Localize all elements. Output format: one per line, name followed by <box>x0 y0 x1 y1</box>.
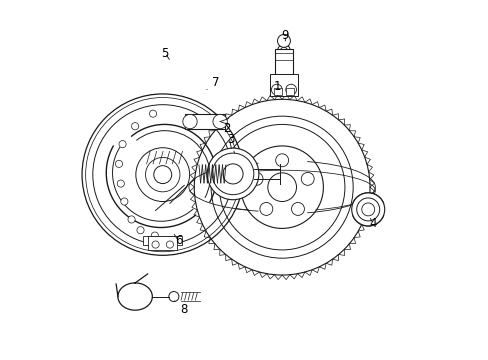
Circle shape <box>301 172 314 185</box>
Text: 1: 1 <box>274 80 281 96</box>
Circle shape <box>291 202 304 215</box>
Text: 9: 9 <box>281 29 288 42</box>
Circle shape <box>277 44 290 57</box>
Circle shape <box>249 172 263 185</box>
Text: 4: 4 <box>368 217 376 230</box>
Bar <box>185 114 224 129</box>
Circle shape <box>153 166 171 184</box>
Circle shape <box>93 105 232 244</box>
Circle shape <box>131 123 139 130</box>
Bar <box>285 88 293 95</box>
Circle shape <box>277 35 290 47</box>
Circle shape <box>117 180 124 187</box>
Circle shape <box>267 173 296 202</box>
Circle shape <box>151 232 158 239</box>
Text: 6: 6 <box>174 234 182 247</box>
Circle shape <box>166 241 173 248</box>
Circle shape <box>119 140 126 148</box>
Circle shape <box>128 216 135 223</box>
Text: 3: 3 <box>227 132 234 153</box>
Bar <box>142 235 182 244</box>
Text: 8: 8 <box>174 301 187 316</box>
Circle shape <box>145 157 180 192</box>
Polygon shape <box>224 154 236 194</box>
Circle shape <box>168 292 179 302</box>
Circle shape <box>356 198 379 221</box>
Circle shape <box>223 164 243 184</box>
Circle shape <box>280 47 287 54</box>
Text: 2: 2 <box>223 122 231 149</box>
Circle shape <box>115 160 122 167</box>
Circle shape <box>212 114 227 129</box>
Bar <box>148 235 177 250</box>
Circle shape <box>285 84 296 95</box>
Circle shape <box>351 193 384 226</box>
Circle shape <box>259 202 272 215</box>
Circle shape <box>212 153 253 195</box>
Circle shape <box>149 110 156 117</box>
Bar <box>269 74 298 96</box>
Circle shape <box>121 198 128 205</box>
Circle shape <box>183 114 197 129</box>
Bar <box>273 88 281 95</box>
Circle shape <box>207 148 258 200</box>
Text: 7: 7 <box>206 76 219 90</box>
Circle shape <box>275 154 288 167</box>
Text: 5: 5 <box>161 46 169 59</box>
Circle shape <box>361 203 374 216</box>
Circle shape <box>152 241 159 248</box>
Circle shape <box>136 148 189 202</box>
Circle shape <box>82 94 243 255</box>
Circle shape <box>85 98 239 252</box>
Circle shape <box>137 226 144 234</box>
Bar <box>274 49 292 76</box>
Circle shape <box>271 84 282 95</box>
